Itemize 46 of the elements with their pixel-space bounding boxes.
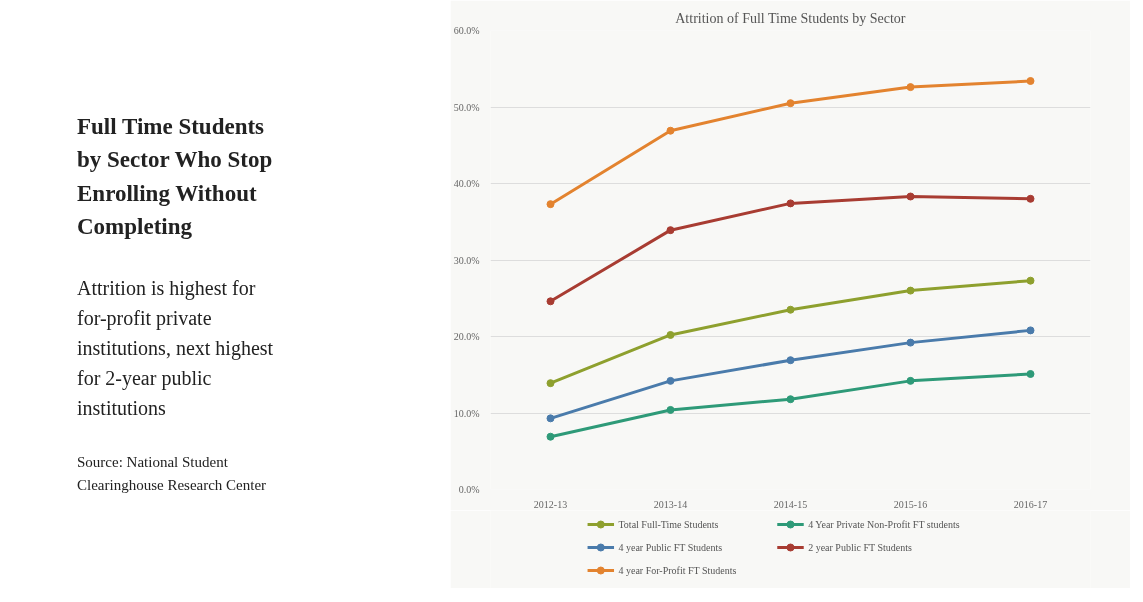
point [546, 432, 555, 441]
y-tick-label: 10.0% [453, 407, 480, 419]
point [1026, 77, 1035, 85]
point [546, 414, 555, 423]
point [906, 83, 915, 92]
legend-label: 2 year Public FT Students [808, 542, 912, 553]
legend-label: Total Full-Time Students [618, 519, 719, 530]
point [1026, 326, 1035, 335]
text: Full Time Students by Sector Who Stop Enrolling Without Completing [77, 113, 274, 242]
point [1026, 369, 1035, 378]
point [666, 405, 675, 414]
point [786, 356, 795, 365]
point [666, 226, 675, 235]
y-tick-label: 20.0% [453, 331, 480, 342]
x-tick-label: 2012-13 [533, 498, 568, 510]
point [546, 297, 555, 306]
point [906, 376, 915, 385]
point [786, 395, 795, 404]
point [906, 338, 915, 347]
point [906, 192, 915, 201]
point [546, 379, 555, 388]
point [666, 330, 675, 339]
legend-label: 4 Year Private Non-Profit FT students [808, 519, 960, 530]
point [1026, 194, 1035, 203]
point [906, 286, 915, 295]
legend-label: 4 year Public FT Students [618, 542, 723, 553]
y-tick-label: 40.0% [453, 178, 480, 189]
point [786, 305, 795, 314]
x-tick-label: 2016-17 [1013, 498, 1048, 510]
point [666, 126, 675, 135]
point [666, 376, 675, 385]
y-tick-label: 0.0% [458, 484, 480, 495]
legend-label: 4 year For-Profit FT Students [618, 565, 737, 576]
y-tick-label: 50.0% [453, 101, 480, 113]
point [546, 200, 555, 209]
point [786, 199, 795, 208]
chart-title: Attrition of Full Time Students by Sector [675, 10, 906, 26]
x-tick-label: 2015-16 [893, 498, 928, 510]
x-tick-label: 2013-14 [653, 498, 688, 510]
point [1026, 276, 1035, 285]
point [786, 99, 795, 108]
y-tick-label: 30.0% [453, 254, 480, 266]
x-tick-label: 2014-15 [773, 498, 808, 510]
source-note: Source: National Student Clearinghouse Research Center [77, 453, 268, 495]
text: Attrition is highest for for-profit private institutions, next highest for 2-year public institutions [77, 276, 275, 422]
y-tick-label: 60.0% [453, 25, 480, 36]
